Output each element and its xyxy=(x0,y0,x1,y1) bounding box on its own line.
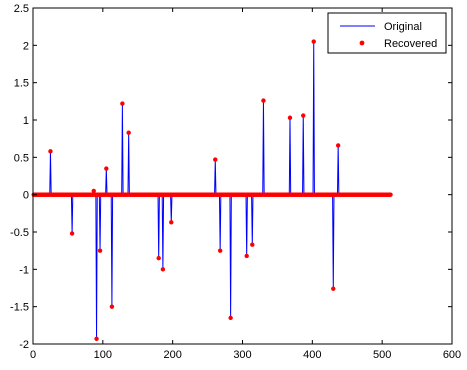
recovered-spike-marker xyxy=(261,98,266,103)
recovered-spike-marker xyxy=(311,39,316,44)
recovered-spike-marker xyxy=(301,113,306,118)
recovered-spike-marker xyxy=(169,220,174,225)
original-series-line xyxy=(33,41,391,339)
legend-recovered-label: Recovered xyxy=(384,38,437,50)
recovered-spike-marker xyxy=(244,253,249,259)
recovered-spike-marker xyxy=(160,267,166,272)
plot-layer xyxy=(31,39,393,341)
recovered-spike-marker xyxy=(48,149,53,154)
y-tick-label: -1.5 xyxy=(10,302,29,314)
x-tick-label: 0 xyxy=(30,349,36,361)
y-tick-label: 2 xyxy=(23,40,29,52)
recovered-spike-marker xyxy=(335,143,341,148)
axes-layer: 0 100 200 300 400 500 600 -2 -1.5 -1 -0.5 0 0.5 1 1.5 2… xyxy=(10,3,461,361)
x-tick-label: 500 xyxy=(373,349,391,361)
x-tick-label: 600 xyxy=(443,349,461,361)
y-tick-label: 0.5 xyxy=(14,152,29,164)
recovered-spike-marker xyxy=(120,101,125,106)
x-tick-label: 200 xyxy=(163,349,181,361)
y-tick-label: 1 xyxy=(23,115,29,127)
y-tick-label: 0 xyxy=(23,190,29,202)
recovered-spike-marker xyxy=(109,304,115,309)
legend-box xyxy=(327,12,447,54)
x-tick-label: 100 xyxy=(94,349,112,361)
x-tick-label: 400 xyxy=(303,349,321,361)
recovered-spike-marker xyxy=(217,248,223,253)
recovered-spike-marker xyxy=(104,166,109,171)
legend: Original Recovered xyxy=(327,12,447,54)
recovered-spike-marker xyxy=(250,242,255,247)
recovered-spike-marker xyxy=(94,336,99,341)
y-tick-label: 2.5 xyxy=(14,3,29,15)
recovered-zero-marker xyxy=(388,192,393,197)
recovered-spike-marker xyxy=(228,315,233,321)
x-tick-label: 300 xyxy=(233,349,251,361)
recovered-series-markers xyxy=(31,39,393,341)
recovered-spike-marker xyxy=(97,248,103,253)
recovered-spike-marker xyxy=(331,286,336,291)
y-tick-label: -1 xyxy=(19,264,29,276)
legend-original-label: Original xyxy=(384,21,422,33)
recovered-spike-marker xyxy=(69,231,75,236)
recovered-spike-marker xyxy=(91,188,96,194)
recovered-spike-marker xyxy=(156,255,161,261)
y-tick-label: -0.5 xyxy=(10,227,29,239)
recovered-spike-marker xyxy=(126,130,131,135)
y-tick-label: 1.5 xyxy=(14,78,29,90)
recovered-spike-marker xyxy=(213,157,218,162)
recovered-spike-marker xyxy=(287,115,293,120)
y-tick-label: -2 xyxy=(19,339,29,351)
legend-recovered-marker xyxy=(359,40,365,46)
